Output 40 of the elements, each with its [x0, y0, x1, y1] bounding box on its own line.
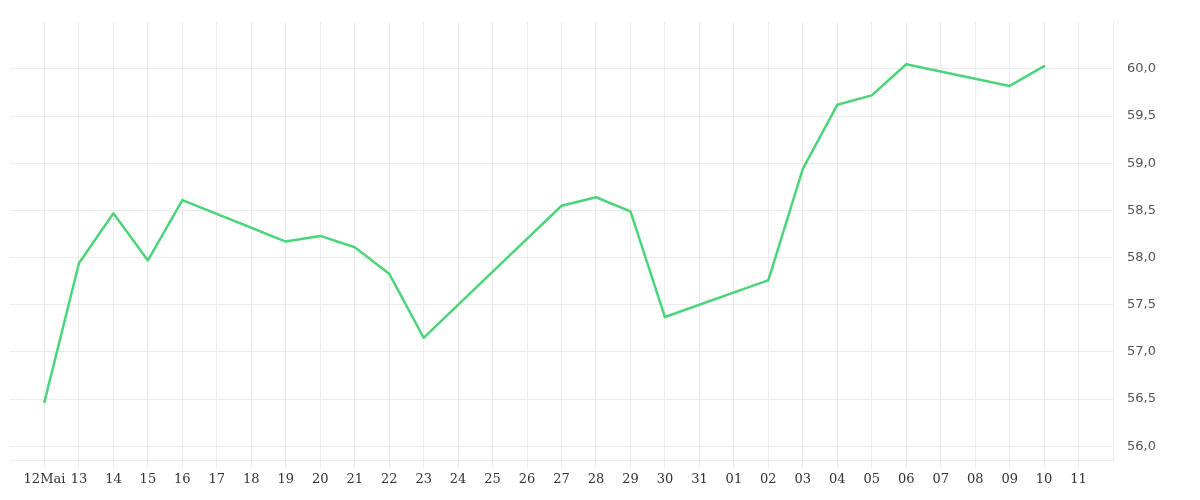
x-tick-label: 29 — [622, 470, 639, 486]
y-tick-label: 58,0 — [1127, 248, 1157, 264]
x-tick-label: 23 — [415, 470, 432, 486]
x-tick-label: 30 — [656, 470, 674, 486]
y-tick-label: 56,5 — [1127, 390, 1157, 406]
x-tick-label: 20 — [311, 470, 329, 486]
x-tick-label: 01 — [725, 470, 743, 486]
y-tick-label: 60,0 — [1127, 60, 1157, 76]
x-tick-label: 28 — [587, 470, 605, 486]
y-tick-label: 59,5 — [1127, 107, 1157, 123]
x-tick-label: 13 — [70, 470, 88, 486]
x-tick-label: 17 — [208, 470, 226, 486]
x-tick-label: 12Mai — [23, 470, 66, 486]
x-tick-label: 19 — [277, 470, 295, 486]
x-tick-label: 21 — [346, 470, 363, 486]
x-tick-label: 03 — [794, 470, 812, 486]
y-tick-label: 57,5 — [1127, 296, 1157, 312]
x-tick-label: 11 — [1070, 470, 1087, 486]
x-tick-label: 25 — [484, 470, 501, 486]
y-tick-label: 57,0 — [1127, 343, 1157, 359]
x-tick-label: 10 — [1035, 470, 1053, 486]
y-tick-label: 58,5 — [1127, 201, 1157, 217]
x-tick-label: 22 — [380, 470, 398, 486]
x-tick-label: 06 — [897, 470, 915, 486]
x-tick-label: 14 — [105, 470, 122, 486]
x-tick-label: 24 — [449, 470, 467, 486]
x-tick-label: 15 — [139, 470, 157, 486]
x-tick-label: 26 — [518, 470, 536, 486]
x-tick-label: 27 — [553, 470, 570, 486]
x-tick-label: 02 — [760, 470, 777, 486]
x-tick-label: 16 — [174, 470, 191, 486]
x-tick-label: 31 — [691, 470, 708, 486]
x-tick-label: 07 — [932, 470, 949, 486]
y-tick-label: 56,0 — [1127, 437, 1157, 453]
x-tick-label: 04 — [829, 470, 846, 486]
x-tick-label: 18 — [243, 470, 260, 486]
x-tick-label: 09 — [1001, 470, 1018, 486]
x-tick-label: 05 — [863, 470, 881, 486]
x-tick-label: 08 — [966, 470, 984, 486]
y-tick-label: 59,0 — [1127, 154, 1157, 170]
